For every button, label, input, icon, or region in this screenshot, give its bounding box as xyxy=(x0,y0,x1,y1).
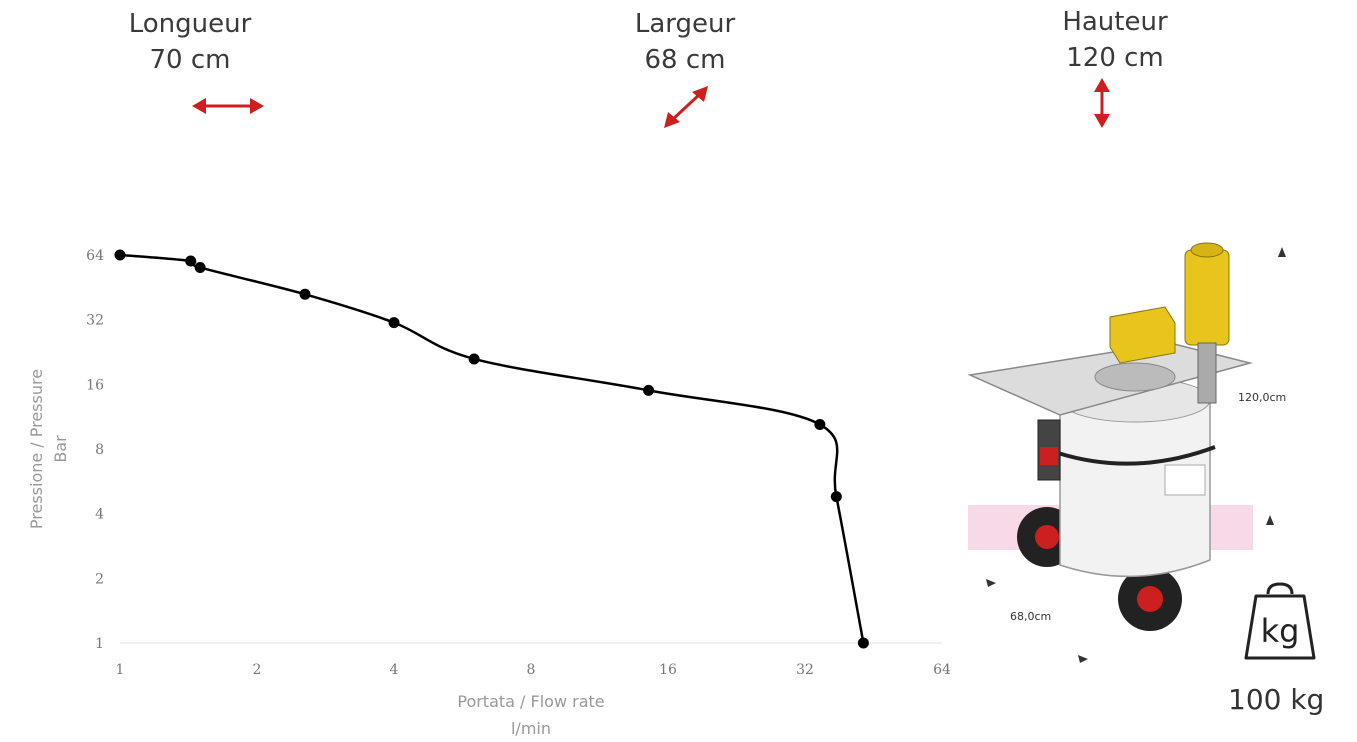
x-axis-unit: l/min xyxy=(511,719,551,738)
weight-icon-text: kg xyxy=(1261,612,1300,650)
machine-height-label: 120,0cm xyxy=(1238,391,1286,404)
y-tick-label: 64 xyxy=(86,248,104,264)
weight-kg-icon: kg xyxy=(1244,582,1316,660)
data-point xyxy=(643,384,655,396)
machine-width-label: 68,0cm xyxy=(1010,610,1051,623)
x-tick-labels: 1 2 4 8 16 32 64 xyxy=(116,662,951,678)
x-tick-label: 1 xyxy=(116,662,125,678)
data-point xyxy=(814,419,826,431)
data-point xyxy=(468,353,480,365)
vertical-double-arrow-icon xyxy=(1094,78,1110,128)
data-point xyxy=(830,491,842,503)
dimension-height-value: 120 cm xyxy=(1066,43,1164,73)
data-point xyxy=(299,288,311,300)
y-axis-unit: Bar xyxy=(51,435,70,463)
series-points xyxy=(114,249,869,649)
dimension-width-label: Largeur xyxy=(634,9,736,39)
y-tick-label: 16 xyxy=(86,377,104,393)
data-point xyxy=(114,249,126,261)
x-tick-label: 32 xyxy=(796,662,814,678)
y-axis-label: Pressione / Pressure xyxy=(27,369,46,529)
horizontal-double-arrow-icon xyxy=(192,98,264,114)
y-tick-label: 4 xyxy=(95,507,104,523)
plastering-machine-illustration: 120,0cm 68,0cm xyxy=(967,242,1286,663)
x-axis-label: Portata / Flow rate xyxy=(457,692,604,711)
y-tick-label: 8 xyxy=(95,442,104,458)
dimension-width: Largeur 68 cm xyxy=(605,6,765,78)
data-point xyxy=(857,637,869,649)
x-tick-label: 8 xyxy=(527,662,536,678)
dimension-height-label: Hauteur xyxy=(1062,7,1168,37)
data-point xyxy=(185,255,197,267)
weight-value: 100 kg xyxy=(1228,683,1325,716)
dimension-length-value: 70 cm xyxy=(149,45,231,75)
pressure-flow-chart: 1 2 4 8 16 32 64 1 2 4 8 16 32 64 Portata / Flow rat… xyxy=(27,248,951,738)
data-point xyxy=(194,261,206,273)
x-tick-label: 2 xyxy=(253,662,262,678)
y-tick-label: 2 xyxy=(95,571,104,587)
dimension-length: Longueur 70 cm xyxy=(110,6,270,78)
x-tick-label: 64 xyxy=(933,662,951,678)
dimension-width-value: 68 cm xyxy=(644,45,726,75)
dimension-height: Hauteur 120 cm xyxy=(1035,4,1195,76)
x-tick-label: 16 xyxy=(659,662,677,678)
series-line xyxy=(119,253,865,644)
dimension-length-label: Longueur xyxy=(128,9,252,39)
y-tick-labels: 1 2 4 8 16 32 64 xyxy=(86,248,104,652)
y-tick-label: 32 xyxy=(86,313,104,329)
diagonal-double-arrow-icon xyxy=(664,86,708,128)
data-point xyxy=(388,317,400,329)
x-tick-label: 4 xyxy=(390,662,399,678)
y-tick-label: 1 xyxy=(95,636,104,652)
